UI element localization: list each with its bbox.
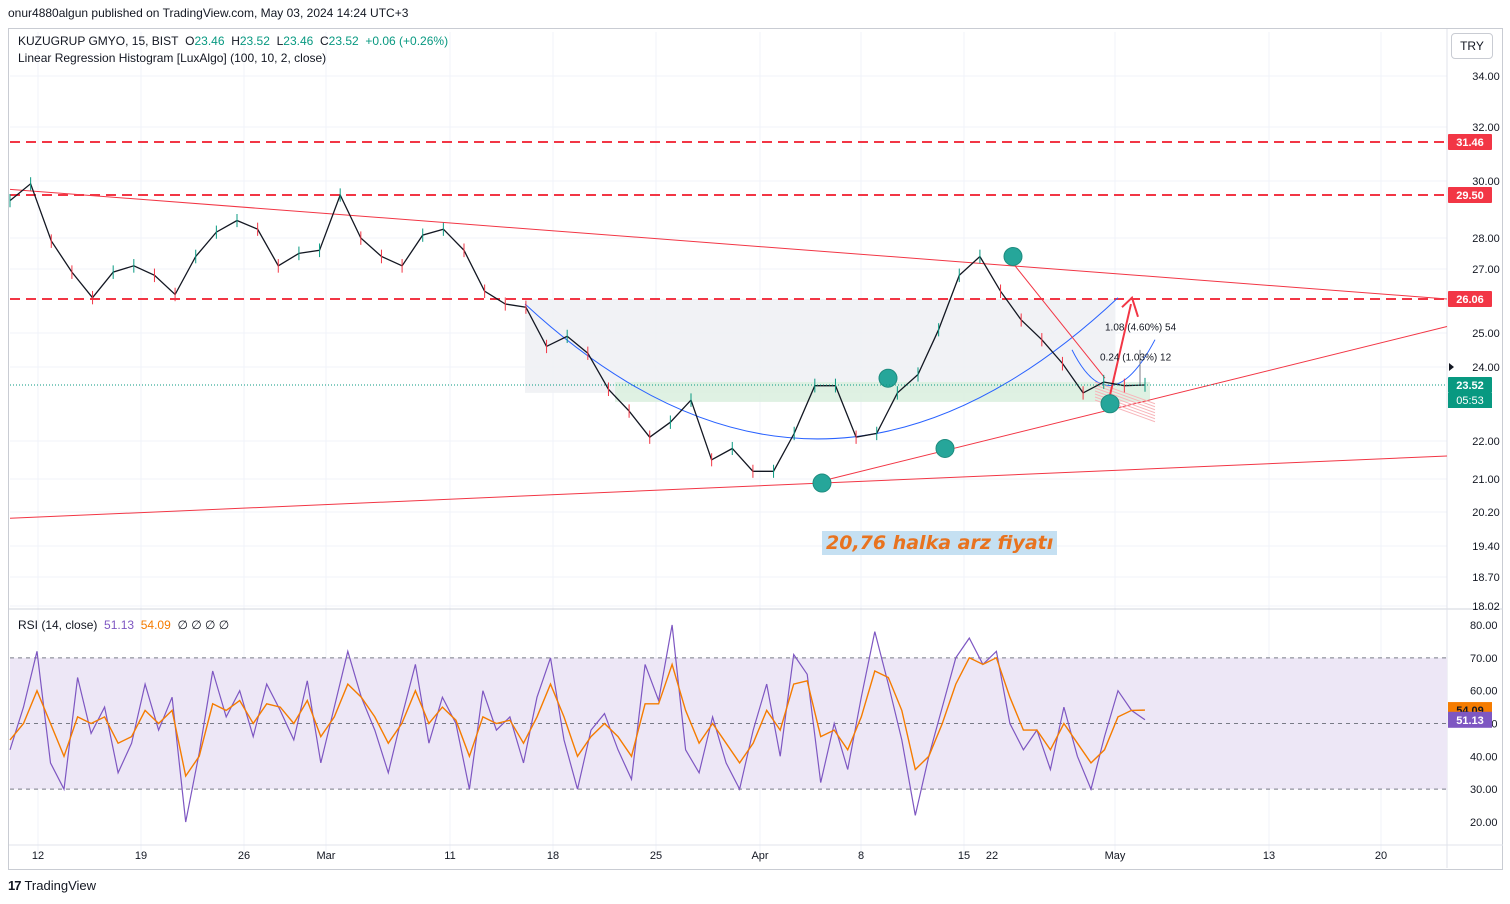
open-value: 23.46 xyxy=(194,34,225,48)
change-value: +0.06 (+0.26%) xyxy=(365,34,449,48)
open-label: O xyxy=(185,34,195,48)
price-tick-label: 22.00 xyxy=(1472,436,1500,448)
rsi-ma-value: 54.09 xyxy=(140,618,171,632)
projection-hatch xyxy=(1094,390,1156,414)
price-tick-label: 28.00 xyxy=(1472,233,1500,245)
projection-hatch xyxy=(1094,384,1156,408)
low-label: L xyxy=(276,34,284,48)
price-badge xyxy=(1448,187,1492,203)
time-tick-label: Mar xyxy=(317,850,336,862)
symbol-name[interactable]: KUZUGRUP GMYO, 15, BIST xyxy=(18,34,179,48)
rsi-line xyxy=(9,624,1146,823)
rsi-extra-values: ∅ ∅ ∅ ∅ xyxy=(177,618,230,632)
rsi-title[interactable]: RSI (14, close) xyxy=(18,618,98,632)
price-badge-label: 26.06 xyxy=(1456,294,1484,306)
target-arrowhead xyxy=(1121,295,1139,318)
price-badge-label: 29.50 xyxy=(1456,190,1484,202)
projection-hatch xyxy=(1094,387,1156,411)
time-tick-label: 18 xyxy=(547,850,559,862)
price-badge xyxy=(1448,291,1492,307)
currency-button[interactable]: TRY xyxy=(1451,33,1493,59)
pattern-range-box xyxy=(525,299,1115,393)
descending-trendline xyxy=(9,188,1448,300)
pivot-marker-4 xyxy=(1100,394,1120,414)
rsi-badge xyxy=(1448,711,1492,728)
price-badge-label: 23.52 xyxy=(1456,380,1484,392)
pivot-marker-2 xyxy=(935,438,955,458)
chart-frame xyxy=(8,28,1503,870)
rsi-tick-label: 60.00 xyxy=(1470,686,1498,698)
pivot-marker-1 xyxy=(878,368,898,388)
time-tick-label: 13 xyxy=(1263,850,1275,862)
close-value: 23.52 xyxy=(328,34,359,48)
pivot-marker-0 xyxy=(812,473,832,493)
time-tick-label: 19 xyxy=(135,850,147,862)
low-value: 23.46 xyxy=(283,34,314,48)
crosshair-marker-icon xyxy=(1449,363,1454,371)
price-tick-label: 34.00 xyxy=(1472,71,1500,83)
rsi-tick-label: 80.00 xyxy=(1470,620,1498,632)
price-tick-label: 18.70 xyxy=(1472,572,1500,584)
price-tick-label: 20.20 xyxy=(1472,507,1500,519)
ascending-trendline-steep xyxy=(829,325,1448,480)
rsi-ma-line xyxy=(9,656,1146,778)
symbol-legend: KUZUGRUP GMYO, 15, BIST O23.46 H23.52 L2… xyxy=(18,34,448,48)
price-tick-label: 25.00 xyxy=(1472,328,1500,340)
time-tick-label: Apr xyxy=(751,850,768,862)
brand-label: TradingView xyxy=(24,878,97,893)
published-caption: onur4880algun published on TradingView.c… xyxy=(8,6,409,20)
rsi-legend: RSI (14, close) 51.13 54.09 ∅ ∅ ∅ ∅ xyxy=(18,618,229,632)
rsi-badge-label: 51.13 xyxy=(1456,715,1484,727)
pivot-marker-3 xyxy=(1003,246,1023,266)
tradingview-brand: 17 TradingView xyxy=(8,878,96,893)
time-tick-label: 8 xyxy=(858,850,864,862)
measure-label-2: 0.24 (1.03%) 12 xyxy=(1100,353,1172,364)
time-tick-label: 26 xyxy=(238,850,250,862)
time-tick-label: 12 xyxy=(32,850,44,862)
price-series-line xyxy=(9,182,1146,472)
high-value: 23.52 xyxy=(239,34,270,48)
countdown-label: 05:53 xyxy=(1456,395,1484,407)
price-badge xyxy=(1448,377,1492,393)
price-tick-label: 21.00 xyxy=(1472,474,1500,486)
ascending-trendline-base xyxy=(9,455,1448,519)
ipo-price-annotation: 20,76 halka arz fiyatı xyxy=(822,531,1058,555)
tradingview-logo-icon: 17 xyxy=(8,878,22,893)
rsi-value: 51.13 xyxy=(104,618,135,632)
time-tick-label: 20 xyxy=(1375,850,1387,862)
price-tick-label: 24.00 xyxy=(1472,362,1500,374)
time-tick-label: 25 xyxy=(650,850,662,862)
rsi-tick-label: 40.00 xyxy=(1470,751,1498,763)
price-tick-label: 27.00 xyxy=(1472,264,1500,276)
price-tick-label: 19.40 xyxy=(1472,541,1500,553)
target-arrow xyxy=(1107,303,1132,404)
price-tick-label: 32.00 xyxy=(1472,122,1500,134)
rsi-tick-label: 70.00 xyxy=(1470,653,1498,665)
indicator-legend[interactable]: Linear Regression Histogram [LuxAlgo] (1… xyxy=(18,51,327,65)
rsi-tick-label: 20.00 xyxy=(1470,817,1498,829)
peak-decline-line xyxy=(1014,265,1106,379)
time-tick-label: 22 xyxy=(986,850,998,862)
close-label: C xyxy=(319,34,329,48)
price-tick-label: 18.02 xyxy=(1472,601,1500,613)
high-label: H xyxy=(231,34,240,48)
time-tick-label: May xyxy=(1105,850,1126,862)
rsi-tick-label: 30.00 xyxy=(1470,784,1498,796)
price-tick-label: 30.00 xyxy=(1472,176,1500,188)
time-tick-label: 11 xyxy=(444,850,455,862)
cup-curve xyxy=(524,297,1119,440)
price-badge xyxy=(1448,134,1492,150)
rsi-band-fill xyxy=(10,657,1447,790)
time-tick-label: 15 xyxy=(958,850,970,862)
countdown-badge xyxy=(1448,393,1492,408)
measure-label-1: 1.08 (4.60%) 54 xyxy=(1105,322,1177,333)
projection-hatch xyxy=(1094,381,1156,405)
price-badge-label: 31.46 xyxy=(1456,137,1484,149)
support-zone-box xyxy=(615,381,1150,402)
